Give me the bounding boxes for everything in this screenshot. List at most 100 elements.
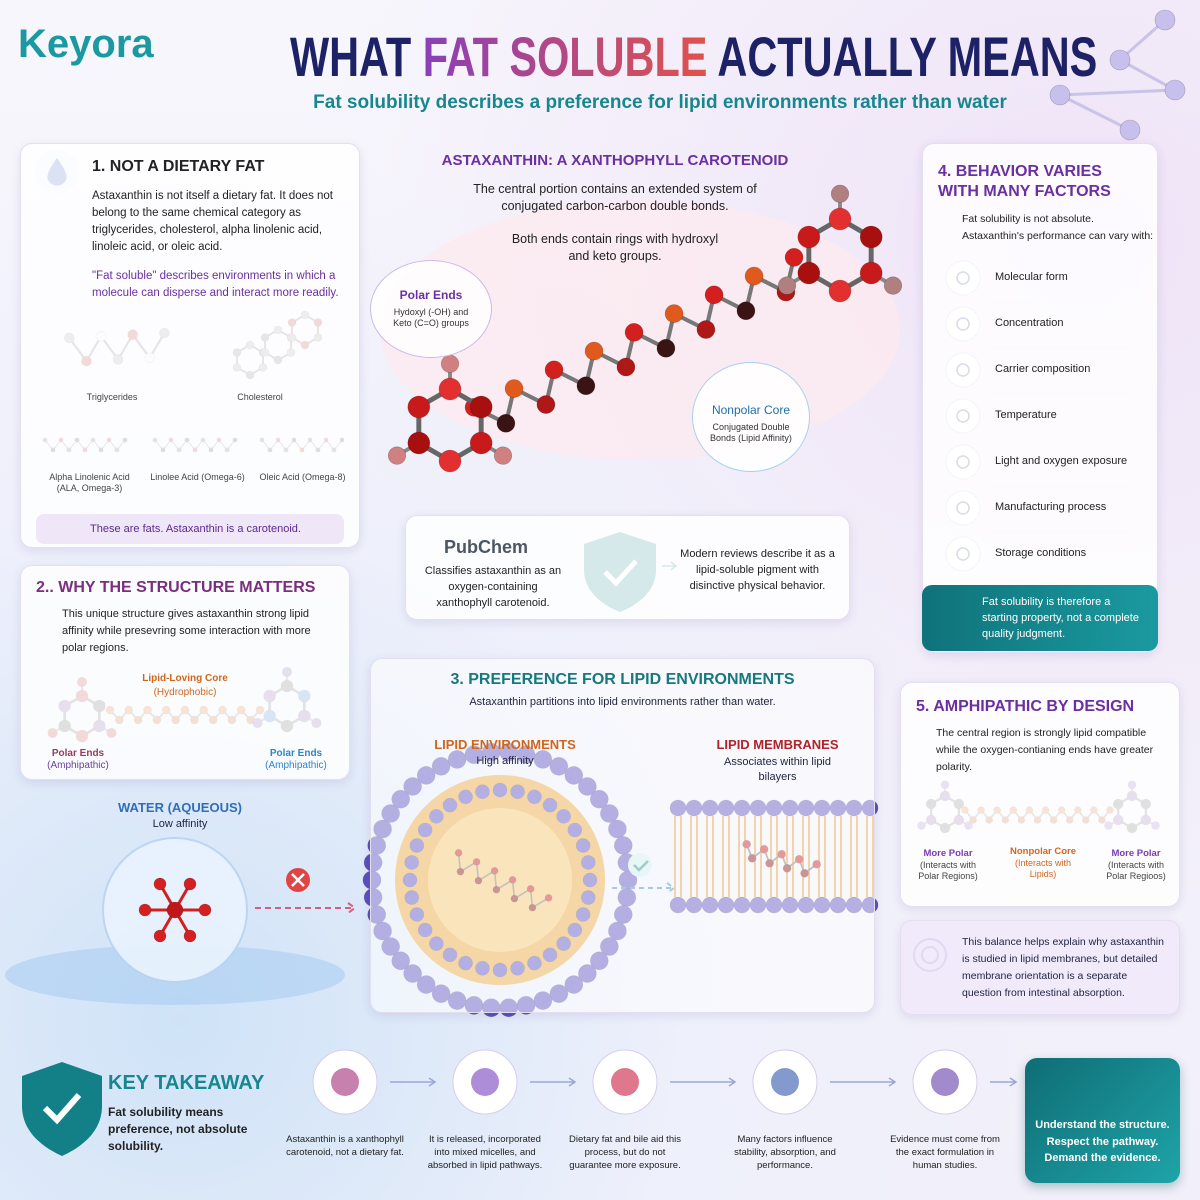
callout-title: Nonpolar Core [711,403,791,417]
step-text: It is released, incorporated into mixed … [427,1134,543,1171]
step-text: Evidence must come from the exact formul… [890,1134,1000,1171]
step-text: Astaxanthin is a xanthophyll carotenoid,… [286,1134,404,1158]
label: (Interacts with Polar Regions) [918,860,978,881]
label: Lipid-Loving Core [142,673,228,684]
takeaway-title: KEY TAKEAWAY [108,1072,265,1094]
step-icon-inner [331,1068,359,1096]
atom [616,357,636,377]
bond [1059,88,1176,97]
logo: Keyora [18,22,154,66]
label: Polar Ends [51,748,105,759]
molecule-label: Linolee Acid (Omega-6) [150,472,245,482]
card-lipid [370,658,875,1013]
card-pubchem [405,515,850,620]
atom [883,276,903,295]
atom [830,184,850,203]
final-line: Respect the pathway. [1046,1135,1159,1148]
bond [1119,18,1166,62]
atom [183,877,197,891]
section-title: 2.. WHY THE STRUCTURE MATTERS [36,579,316,596]
note: These are fats. Astaxanthin is a caroten… [90,523,301,535]
atom [576,376,596,396]
atom [536,395,556,414]
atom [744,266,764,286]
step-text: Many factors influence stability, absorp… [734,1134,836,1171]
atom [859,261,883,285]
label: Polar Ends [269,748,323,759]
atom [544,360,564,380]
takeaway-text: Fat solubility means preference, not abs… [108,1105,248,1153]
check [42,1093,82,1125]
atom [198,903,212,917]
bond [1119,58,1176,92]
atom [797,261,821,285]
atom [183,929,197,943]
label: More Polar [1111,848,1161,859]
atom [1049,84,1071,106]
step-icon-inner [471,1068,499,1096]
paragraph: Both ends contain rings with hydroxyl an… [511,232,719,263]
callout-circle [692,362,810,472]
title-part: WHAT [290,25,412,88]
atom [624,323,644,342]
atom [153,929,167,943]
bond [1059,93,1131,132]
atom [828,279,852,303]
step-icon-inner [771,1068,799,1096]
title: WHAT FAT SOLUBLE ACTUALLY MEANS [290,24,1097,89]
atom [440,354,460,373]
arrow [390,1077,437,1087]
atom [1164,79,1186,101]
arrow [830,1077,897,1087]
atom [153,877,167,891]
label: (Interacts with Polar Regioos) [1106,860,1166,881]
note-box [36,514,344,544]
title-part: ACTUALLY MEANS [717,25,1098,88]
atom [138,903,152,917]
atom [777,276,797,295]
atom [493,446,513,465]
callout-title: Polar Ends [399,288,463,302]
section-title: 5. AMPHIPATHIC BY DESIGN [916,698,1135,715]
label: (Amphipathic) [47,760,109,771]
atom [438,449,462,473]
title-part: FAT SOLUBLE [422,25,708,88]
conclusion: Fat solubility is therefore a starting p… [982,596,1139,640]
atom [496,414,516,433]
pubchem-logo: PubChem [444,537,529,557]
final-line: Demand the evidence. [1044,1152,1161,1164]
panel-title: LIPID ENVIRONMENTS [434,737,576,752]
factor: Carrier composition [995,363,1091,375]
atom [859,225,883,249]
atom [387,446,407,465]
molecule-label: Triglycerides [86,392,138,402]
callout-circle [370,260,492,358]
label: (Hydrophobic) [153,687,217,698]
paragraph: This unique structure gives astaxanthin … [62,608,311,654]
label: (Interacts with Lipids) [1014,858,1072,879]
factor: Manufacturing process [995,501,1107,513]
note: This balance helps explain why astaxanth… [962,936,1164,999]
final-line: Understand the structure. [1035,1119,1170,1131]
factor: Concentration [995,317,1064,329]
card-structure [20,565,350,780]
atom [407,431,431,455]
factor: Storage conditions [995,547,1087,559]
section-text: The central region is strongly lipid com… [936,727,1154,773]
card-factors [922,143,1158,653]
atom [469,431,493,455]
atom [797,225,821,249]
paragraph: "Fat soluble" describes environments in … [92,270,339,299]
molecule-label: Cholesterol [237,392,283,402]
review-text: Modern reviews describe it as a lipid-so… [680,548,835,592]
panel-title: LIPID MEMBRANES [716,737,839,752]
atom [1109,49,1131,71]
note-card [900,920,1180,1015]
shield [22,1062,102,1156]
atom [584,341,604,361]
conclusion-box [922,585,1158,651]
subtitle: Fat solubility describes a preference fo… [313,92,1007,113]
intro: Astaxanthin's performance can vary with: [962,230,1154,242]
final-box [1025,1058,1180,1183]
